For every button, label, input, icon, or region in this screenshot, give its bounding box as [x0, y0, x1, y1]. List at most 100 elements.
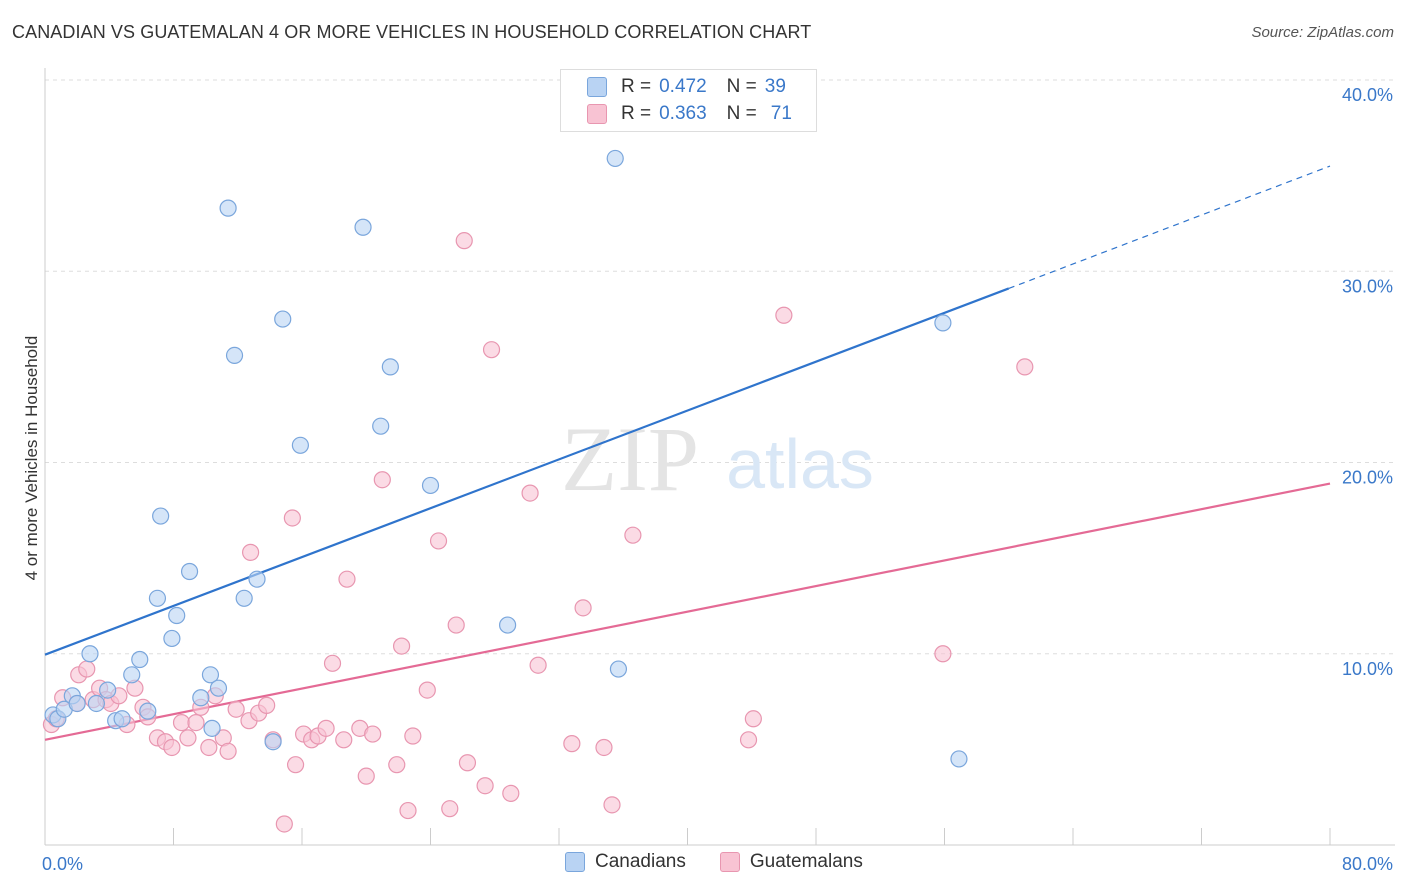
- chart-title: CANADIAN VS GUATEMALAN 4 OR MORE VEHICLE…: [12, 22, 812, 42]
- tick-labels: 10.0% 20.0% 30.0% 40.0% 0.0% 80.0%: [42, 85, 1393, 874]
- point-canadians: [372, 417, 390, 435]
- point-guatemalans: [458, 754, 477, 772]
- point-canadians: [354, 218, 372, 236]
- point-guatemalans: [364, 725, 382, 743]
- point-guatemalans: [227, 700, 245, 718]
- point-canadians: [421, 476, 440, 495]
- point-guatemalans: [418, 681, 436, 699]
- point-canadians: [139, 702, 157, 720]
- legend-r-label: R =: [621, 76, 652, 97]
- legend-r-value: 0.472: [659, 76, 707, 97]
- point-canadians: [81, 645, 99, 663]
- point-canadians: [68, 694, 86, 713]
- point-canadians: [131, 650, 149, 669]
- point-guatemalans: [775, 306, 793, 324]
- point-canadians: [934, 314, 952, 332]
- point-guatemalans: [482, 341, 501, 359]
- source-label: Source: ZipAtlas.com: [1251, 24, 1394, 41]
- point-canadians: [192, 689, 210, 707]
- legend-r-label: R =: [621, 103, 652, 124]
- point-canadians: [152, 507, 170, 525]
- point-canadians: [225, 346, 244, 364]
- point-guatemalans: [574, 599, 592, 617]
- point-guatemalans: [163, 738, 181, 757]
- point-guatemalans: [78, 660, 96, 678]
- point-guatemalans: [219, 742, 237, 760]
- point-canadians: [148, 589, 167, 607]
- series-legend-canadians: Canadians: [565, 851, 686, 873]
- point-guatemalans: [739, 731, 758, 749]
- series-legend-guatemalans: Guatemalans: [719, 851, 863, 873]
- point-canadians: [381, 358, 399, 376]
- legend-swatch-guatemalans: [587, 104, 607, 124]
- y-tick-label: 20.0%: [1342, 468, 1393, 488]
- point-canadians: [123, 666, 141, 684]
- x-tick-label: 80.0%: [1342, 854, 1393, 874]
- legend-n-label: N =: [726, 76, 757, 97]
- legend-n-value: 71: [770, 103, 792, 124]
- point-guatemalans: [429, 532, 448, 550]
- series-legend: Canadians Guatemalans: [565, 851, 897, 873]
- point-guatemalans: [1016, 358, 1034, 376]
- point-canadians: [201, 666, 220, 684]
- point-canadians: [209, 679, 228, 697]
- point-guatemalans: [242, 543, 260, 561]
- legend-row-canadians: R = 0.472 N = 39: [587, 75, 786, 99]
- trend-lines: [44, 165, 1331, 741]
- point-canadians: [87, 694, 106, 713]
- point-guatemalans: [441, 800, 459, 818]
- x-tick-label: 0.0%: [42, 854, 83, 874]
- point-guatemalans: [373, 471, 391, 489]
- point-guatemalans: [404, 727, 422, 745]
- point-guatemalans: [563, 735, 581, 753]
- point-canadians: [203, 719, 221, 737]
- series-swatch-canadians: [565, 852, 585, 872]
- point-guatemalans: [338, 570, 356, 588]
- point-canadians: [180, 562, 199, 581]
- y-tick-label: 40.0%: [1342, 85, 1393, 105]
- watermark-atlas: atlas: [726, 425, 874, 503]
- point-canadians: [113, 710, 131, 728]
- point-guatemalans: [447, 616, 465, 634]
- point-guatemalans: [283, 509, 301, 527]
- point-guatemalans: [388, 756, 406, 774]
- watermark: ZIP atlas: [561, 408, 874, 510]
- point-canadians: [219, 199, 237, 217]
- series-label-guatemalans: Guatemalans: [749, 851, 863, 872]
- point-guatemalans: [317, 719, 335, 737]
- legend-n-label: N =: [726, 103, 757, 124]
- watermark-zip: ZIP: [561, 408, 699, 510]
- point-guatemalans: [200, 738, 218, 757]
- point-canadians: [274, 310, 292, 328]
- point-guatemalans: [179, 729, 197, 747]
- point-canadians: [291, 436, 309, 454]
- data-points: [42, 103, 1034, 833]
- trendline-canadians: [44, 287, 1010, 656]
- point-canadians: [609, 660, 628, 678]
- point-canadians: [168, 606, 186, 625]
- point-guatemalans: [624, 526, 642, 544]
- series-label-canadians: Canadians: [595, 851, 686, 872]
- point-guatemalans: [934, 645, 952, 663]
- legend-row-guatemalans: R = 0.363 N = 71: [587, 102, 792, 126]
- series-swatch-guatemalans: [719, 852, 740, 872]
- point-guatemalans: [529, 656, 547, 674]
- point-guatemalans: [476, 777, 494, 795]
- point-guatemalans: [275, 815, 293, 833]
- point-guatemalans: [399, 801, 417, 820]
- point-guatemalans: [286, 756, 305, 774]
- point-guatemalans: [357, 767, 375, 785]
- legend-swatch-canadians: [587, 77, 607, 97]
- point-canadians: [499, 616, 517, 634]
- point-canadians: [264, 733, 282, 751]
- point-guatemalans: [603, 796, 621, 814]
- point-guatemalans: [172, 713, 191, 732]
- point-canadians: [248, 570, 266, 588]
- y-tick-label: 10.0%: [1342, 659, 1393, 679]
- point-guatemalans: [455, 232, 473, 250]
- grid-lines: [45, 79, 1395, 655]
- point-guatemalans: [521, 484, 539, 502]
- y-tick-label: 30.0%: [1342, 276, 1393, 296]
- correlation-legend: R = 0.472 N = 39 R = 0.363 N = 71: [560, 69, 817, 132]
- point-canadians: [235, 589, 253, 607]
